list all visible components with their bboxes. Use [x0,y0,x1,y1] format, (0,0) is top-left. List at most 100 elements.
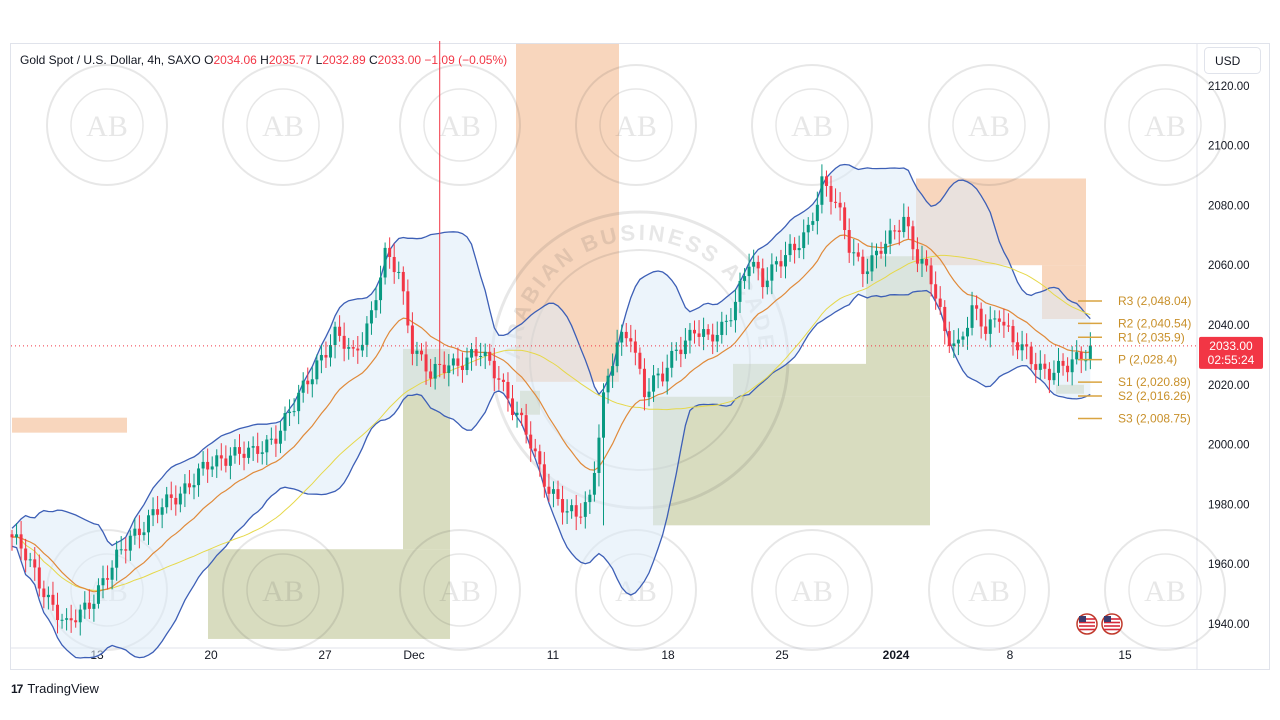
candle[interactable] [247,441,251,464]
candle[interactable] [24,538,28,573]
candle[interactable] [219,443,223,471]
candle[interactable] [738,272,742,314]
candle[interactable] [661,361,665,387]
ema-line[interactable] [11,234,1091,593]
candle[interactable] [306,367,310,394]
candle[interactable] [329,334,332,367]
candle[interactable] [438,40,442,378]
candle[interactable] [87,589,91,620]
candle[interactable] [379,265,383,314]
candle[interactable] [456,347,460,377]
candle[interactable] [42,580,46,609]
candle[interactable] [652,364,656,402]
candle[interactable] [952,330,956,358]
candle[interactable] [615,329,619,373]
candle[interactable] [583,491,587,529]
candle[interactable] [128,530,132,561]
candle[interactable] [724,314,728,336]
candle[interactable] [1020,330,1024,361]
candle[interactable] [620,324,624,356]
candle[interactable] [570,499,574,519]
candle[interactable] [28,552,32,568]
candle[interactable] [542,451,546,498]
candle[interactable] [961,331,965,347]
candle[interactable] [1002,308,1006,338]
candle[interactable] [96,578,100,609]
candle[interactable] [947,321,951,353]
candle[interactable] [756,255,760,281]
candle[interactable] [956,328,960,356]
candle[interactable] [966,316,969,350]
candle[interactable] [106,565,110,590]
pivot-levels[interactable]: R3 (2,048.04) R2 (2,040.54)R1 (2,035.9) P … [1078,294,1191,425]
candle[interactable] [46,586,50,610]
candle[interactable] [975,295,979,321]
candle[interactable] [401,266,405,305]
candle[interactable] [979,302,983,339]
candle[interactable] [561,485,565,525]
candle[interactable] [774,256,778,272]
candle[interactable] [538,444,542,477]
candle[interactable] [884,230,888,267]
candle[interactable] [356,335,360,364]
candle[interactable] [65,608,69,631]
candle[interactable] [460,352,464,383]
candle[interactable] [501,373,505,392]
candle[interactable] [847,218,851,263]
candle[interactable] [420,343,423,361]
candle[interactable] [770,253,774,295]
candle[interactable] [697,320,701,347]
supply-zone[interactable] [12,417,127,433]
candle[interactable] [310,367,314,398]
candle[interactable] [19,520,23,561]
candle[interactable] [984,314,988,341]
candle[interactable] [283,406,287,441]
candle[interactable] [683,328,687,359]
tradingview-logo[interactable]: 17 TradingView [11,681,99,696]
candle[interactable] [506,372,510,412]
candle[interactable] [115,540,119,581]
candle[interactable] [260,441,264,465]
candle[interactable] [360,332,364,357]
candle[interactable] [925,250,929,272]
candle[interactable] [797,235,801,259]
candle[interactable] [970,291,974,336]
candle[interactable] [269,427,273,445]
candle[interactable] [133,518,137,545]
candle[interactable] [347,337,351,360]
candle[interactable] [875,243,878,269]
candle[interactable] [529,421,533,462]
candle[interactable] [119,536,123,555]
candle[interactable] [711,323,715,355]
candle[interactable] [1047,362,1051,394]
demand-zone[interactable] [208,549,450,639]
candle[interactable] [474,336,478,366]
candle[interactable] [37,554,41,597]
candle[interactable] [870,242,874,282]
candle[interactable] [288,399,292,427]
candles[interactable] [10,40,1092,636]
candle[interactable] [838,192,842,221]
candle[interactable] [533,438,537,458]
candle[interactable] [843,202,847,240]
candle[interactable] [488,343,492,366]
candle[interactable] [365,316,369,358]
candle[interactable] [33,547,37,581]
bollinger-upper-line[interactable] [11,163,1091,547]
candle[interactable] [301,372,305,403]
candle[interactable] [233,439,237,464]
candle[interactable] [693,320,696,344]
candle[interactable] [906,206,910,239]
candle[interactable] [424,341,428,385]
candle[interactable] [383,242,387,285]
candle[interactable] [442,351,446,379]
candle[interactable] [938,286,942,315]
candle[interactable] [633,329,637,366]
candle[interactable] [602,383,605,526]
candle[interactable] [251,436,255,462]
candle[interactable] [415,341,419,367]
candle[interactable] [747,253,751,290]
candle[interactable] [574,494,578,531]
candle[interactable] [92,594,96,622]
